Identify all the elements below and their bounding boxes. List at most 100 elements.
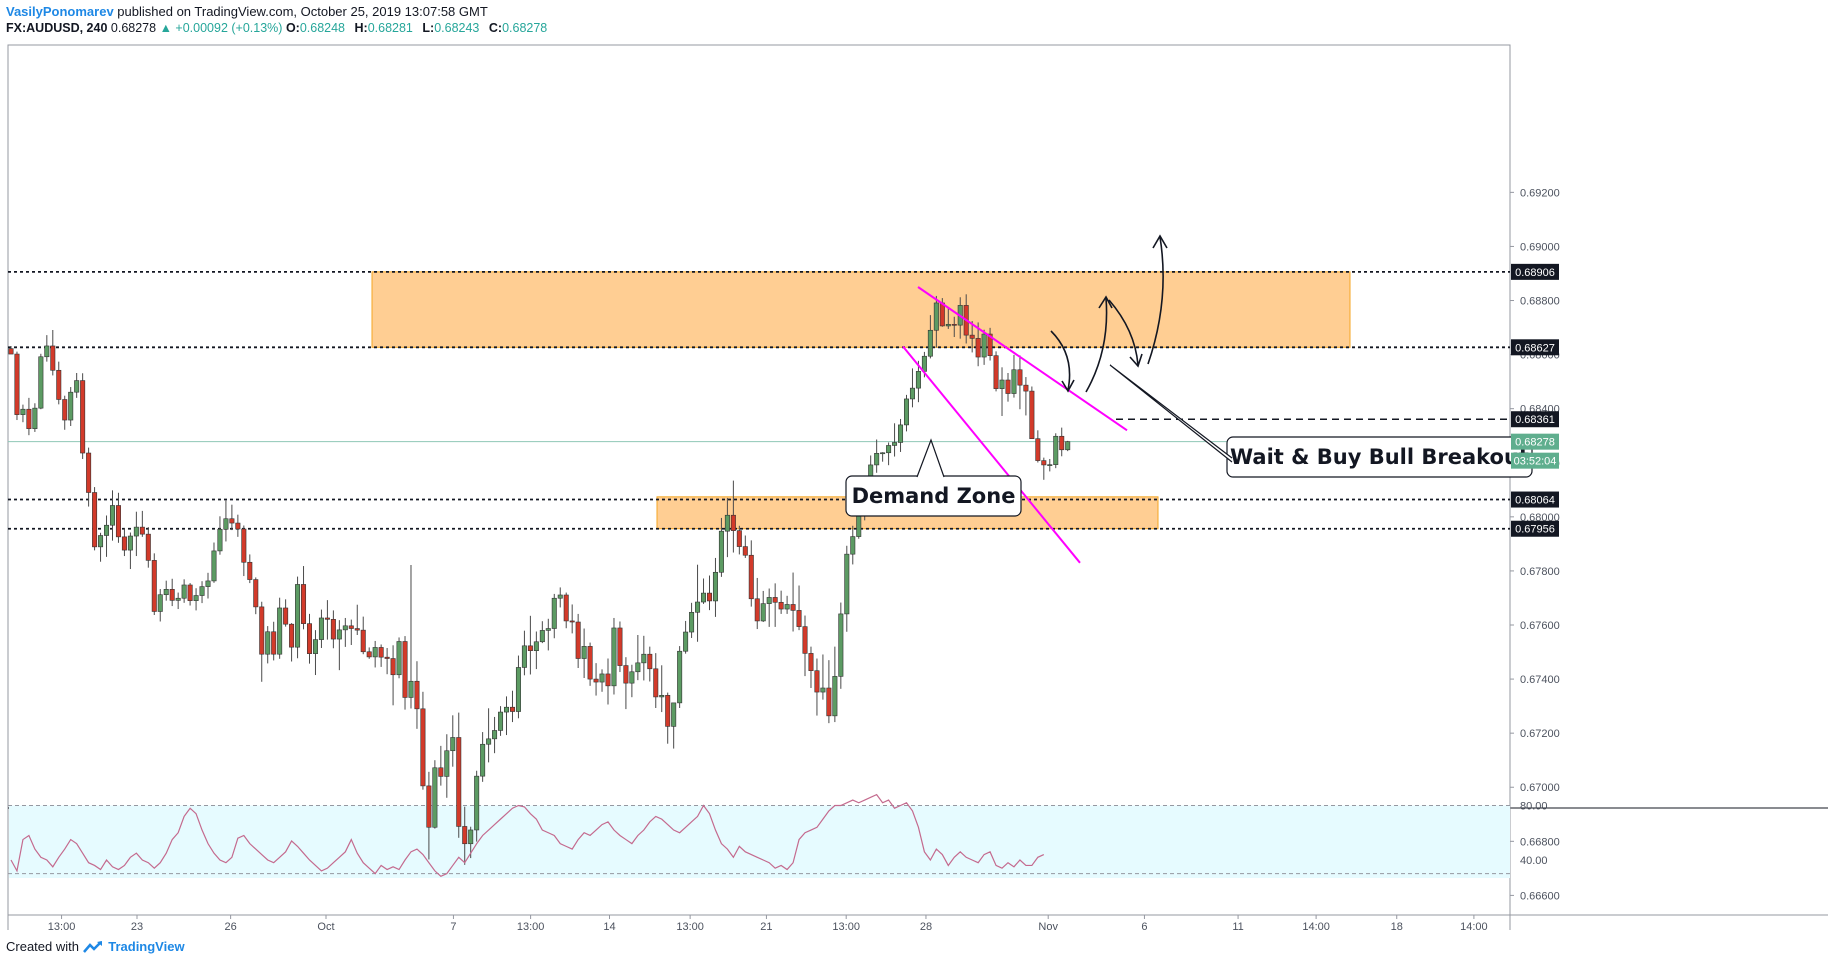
candle[interactable] [665, 692, 671, 744]
candle[interactable] [26, 397, 32, 436]
candle[interactable] [509, 690, 515, 723]
candle[interactable] [342, 617, 348, 647]
candle[interactable] [92, 487, 98, 551]
projection-arrow-down[interactable] [1108, 299, 1139, 366]
candle[interactable] [44, 335, 50, 362]
candle[interactable] [515, 655, 521, 719]
candle[interactable] [14, 351, 20, 421]
candle[interactable] [402, 636, 408, 710]
arrowhead-icon[interactable] [1061, 379, 1075, 393]
candle[interactable] [844, 545, 850, 632]
candle[interactable] [635, 635, 641, 681]
candle[interactable] [533, 631, 539, 670]
candle[interactable] [8, 345, 14, 355]
candle[interactable] [1041, 457, 1047, 480]
candle[interactable] [874, 439, 880, 473]
candle[interactable] [486, 708, 492, 763]
candle[interactable] [563, 592, 569, 629]
candle[interactable] [653, 653, 659, 709]
candle[interactable] [748, 540, 754, 607]
candle[interactable] [247, 554, 253, 584]
candle[interactable] [253, 577, 259, 615]
candle[interactable] [199, 581, 205, 604]
candle[interactable] [814, 658, 820, 716]
candle[interactable] [366, 647, 372, 659]
candle[interactable] [271, 621, 277, 661]
candle[interactable] [683, 620, 689, 654]
candle[interactable] [390, 645, 396, 706]
candle[interactable] [629, 664, 635, 698]
candle[interactable] [492, 716, 498, 754]
candle[interactable] [378, 644, 384, 667]
candle[interactable] [474, 770, 480, 842]
candle[interactable] [211, 542, 217, 583]
candle[interactable] [671, 702, 677, 749]
projection-arrow-up[interactable] [1085, 297, 1108, 393]
candle[interactable] [1029, 386, 1035, 439]
candle[interactable] [306, 613, 312, 664]
candle[interactable] [1005, 372, 1011, 402]
zone-supply[interactable] [371, 271, 1351, 348]
candle[interactable] [933, 295, 939, 348]
candle[interactable] [617, 621, 623, 673]
candle[interactable] [975, 322, 981, 367]
candle[interactable] [945, 307, 951, 329]
candle[interactable] [372, 640, 378, 668]
candle[interactable] [456, 712, 462, 838]
candle[interactable] [193, 588, 199, 611]
candle[interactable] [324, 600, 330, 640]
candle[interactable] [104, 515, 110, 557]
candle[interactable] [808, 646, 814, 689]
candle[interactable] [109, 490, 115, 541]
demand-zone-callout[interactable]: Demand Zone [845, 438, 1022, 517]
candle[interactable] [820, 654, 826, 700]
candle[interactable] [295, 576, 301, 659]
symbol-label[interactable]: FX:AUDUSD, 240 [6, 21, 108, 35]
candle[interactable] [581, 628, 587, 678]
candle[interactable] [229, 504, 235, 531]
candle[interactable] [360, 616, 366, 655]
candle[interactable] [259, 601, 265, 682]
candle[interactable] [593, 663, 599, 696]
candle[interactable] [38, 353, 44, 410]
candle[interactable] [951, 316, 957, 338]
candle[interactable] [730, 480, 736, 553]
candle[interactable] [796, 585, 802, 631]
candle[interactable] [86, 447, 92, 507]
candle[interactable] [1053, 433, 1059, 469]
candle[interactable] [283, 599, 289, 627]
candle[interactable] [736, 525, 742, 555]
candle[interactable] [826, 660, 832, 724]
candle[interactable] [312, 630, 318, 676]
projection-arrow-up[interactable] [1147, 236, 1164, 365]
candle[interactable] [599, 669, 605, 692]
candle[interactable] [205, 572, 211, 599]
candle[interactable] [575, 613, 581, 668]
candle[interactable] [408, 564, 414, 709]
candle[interactable] [20, 404, 26, 423]
candle[interactable] [80, 373, 86, 459]
tradingview-brand-link[interactable]: TradingView [108, 939, 185, 954]
arrowhead-icon[interactable] [1098, 295, 1113, 309]
candle[interactable] [718, 517, 724, 577]
candle[interactable] [98, 532, 104, 562]
candle[interactable] [187, 583, 193, 606]
candle[interactable] [318, 609, 324, 648]
candle[interactable] [115, 492, 121, 543]
candle[interactable] [1011, 354, 1017, 398]
candle[interactable] [605, 658, 611, 705]
arrowhead-icon[interactable] [1152, 234, 1168, 249]
candle[interactable] [724, 497, 730, 558]
candle[interactable] [301, 566, 307, 630]
candle[interactable] [701, 578, 707, 604]
candle[interactable] [569, 604, 575, 634]
candle[interactable] [880, 452, 886, 462]
candle[interactable] [133, 511, 139, 557]
price-chart[interactable]: 80.0040.000.692000.690000.688000.686000.… [0, 0, 1828, 930]
candle[interactable] [623, 657, 629, 710]
candle[interactable] [1059, 427, 1065, 457]
channel-lower-line[interactable] [902, 345, 1081, 564]
candle[interactable] [217, 516, 223, 555]
candle[interactable] [241, 525, 247, 577]
candle[interactable] [223, 500, 229, 542]
